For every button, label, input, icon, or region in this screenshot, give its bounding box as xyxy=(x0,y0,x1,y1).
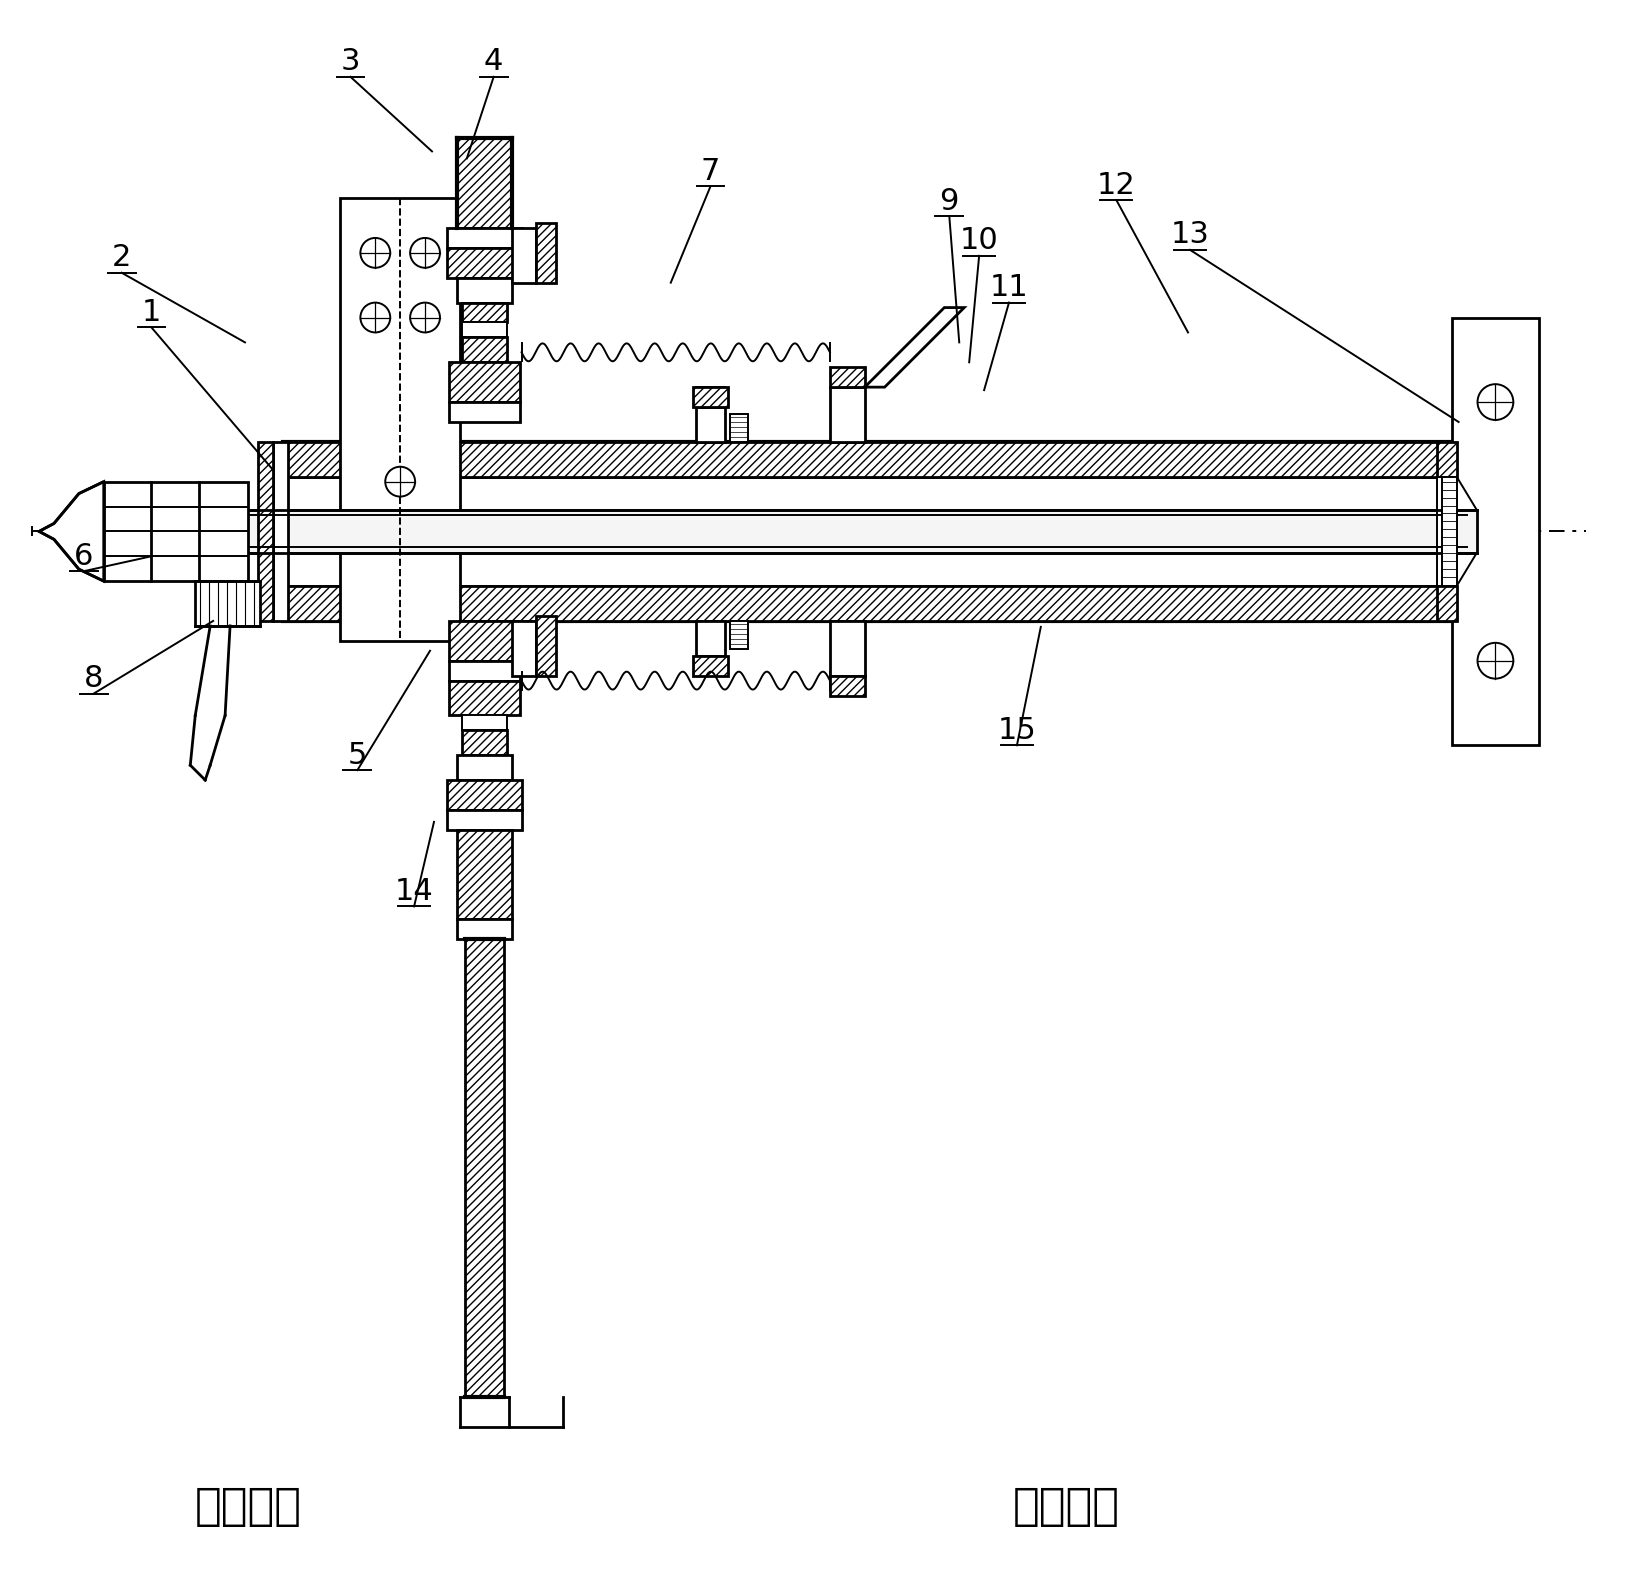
Text: 15: 15 xyxy=(998,716,1037,745)
Bar xyxy=(1436,476,1457,586)
Text: 8: 8 xyxy=(85,664,104,693)
Bar xyxy=(461,302,507,323)
Bar xyxy=(447,810,522,829)
Text: 3: 3 xyxy=(341,48,360,76)
Bar xyxy=(512,228,536,283)
Bar xyxy=(456,277,512,302)
Bar xyxy=(448,403,520,422)
Circle shape xyxy=(385,466,416,497)
Bar xyxy=(465,939,504,1396)
Bar xyxy=(830,368,866,387)
Bar xyxy=(456,919,512,939)
Bar xyxy=(696,621,725,656)
Bar xyxy=(536,223,556,283)
Bar xyxy=(104,482,248,581)
Bar xyxy=(830,387,866,443)
Bar xyxy=(461,731,507,755)
Bar xyxy=(730,414,748,443)
Bar xyxy=(1436,443,1457,476)
Bar xyxy=(99,509,1477,554)
Text: 13: 13 xyxy=(1170,220,1209,250)
Bar xyxy=(1441,476,1457,586)
Circle shape xyxy=(1477,384,1513,420)
Text: 4: 4 xyxy=(484,48,504,76)
Polygon shape xyxy=(866,307,965,387)
Bar xyxy=(456,139,512,228)
Bar xyxy=(696,656,725,675)
Bar xyxy=(341,197,460,642)
Bar xyxy=(448,621,520,661)
Bar xyxy=(830,621,866,675)
Text: 11: 11 xyxy=(989,274,1029,302)
Circle shape xyxy=(411,302,440,333)
Polygon shape xyxy=(39,482,104,581)
Text: 真空室内: 真空室内 xyxy=(1014,1485,1120,1528)
Text: 1: 1 xyxy=(142,298,161,326)
Text: 6: 6 xyxy=(73,541,93,572)
Circle shape xyxy=(360,302,390,333)
Bar xyxy=(536,616,556,675)
Bar xyxy=(730,621,748,650)
Bar xyxy=(456,755,512,780)
Text: 7: 7 xyxy=(701,156,720,186)
Text: 真空室外: 真空室外 xyxy=(194,1485,302,1528)
Bar xyxy=(272,443,289,621)
Bar xyxy=(282,586,1535,621)
Bar xyxy=(447,248,522,277)
Bar xyxy=(696,387,725,408)
Text: 5: 5 xyxy=(347,740,367,769)
Bar xyxy=(461,323,507,338)
Text: 10: 10 xyxy=(960,226,999,255)
Bar xyxy=(830,675,866,696)
Text: 9: 9 xyxy=(939,186,958,215)
Bar xyxy=(693,656,729,675)
Bar xyxy=(448,681,520,715)
Bar xyxy=(461,715,507,731)
Circle shape xyxy=(360,237,390,267)
Text: 14: 14 xyxy=(394,877,434,906)
Bar xyxy=(447,780,522,810)
Bar xyxy=(461,338,507,363)
Bar xyxy=(447,228,522,248)
Circle shape xyxy=(411,237,440,267)
Text: 2: 2 xyxy=(112,244,132,272)
Bar xyxy=(512,621,536,675)
Bar xyxy=(693,387,729,408)
Bar xyxy=(1436,586,1457,621)
Bar xyxy=(1452,317,1539,745)
Bar xyxy=(282,443,1535,476)
Bar xyxy=(448,363,520,403)
Bar xyxy=(456,829,512,919)
Bar xyxy=(196,581,259,626)
Text: 12: 12 xyxy=(1097,170,1136,199)
Bar xyxy=(448,661,520,681)
Bar xyxy=(696,408,725,443)
Bar xyxy=(258,443,272,621)
Circle shape xyxy=(1477,643,1513,678)
